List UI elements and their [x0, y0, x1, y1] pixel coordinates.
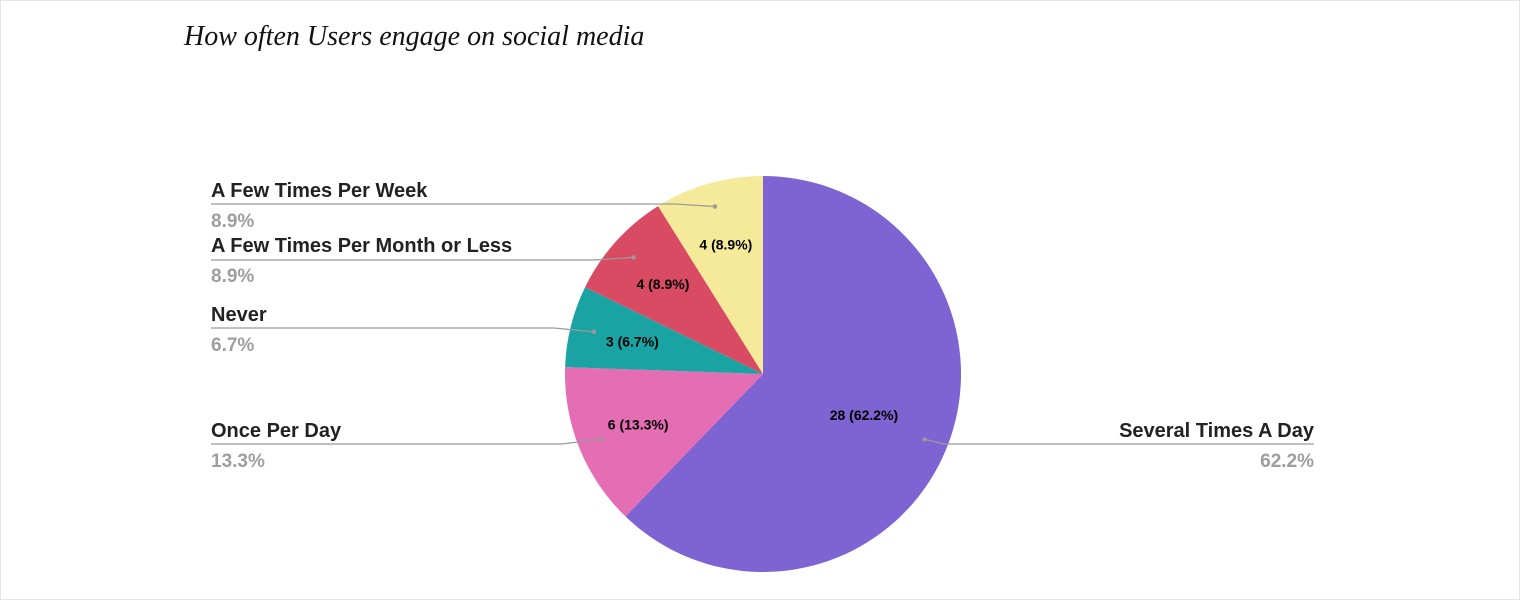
pie-slices: [564, 176, 962, 572]
slice-label-a-few-times-per-month-or-less: 4 (8.9%): [636, 276, 689, 292]
slice-label-once-per-day: 6 (13.3%): [608, 416, 669, 432]
pie-slice-a-few-times-per-month-or-less: [585, 206, 763, 374]
legend-percent-never: 6.7%: [211, 335, 254, 356]
legend-name-once-per-day: Once Per Day: [211, 420, 342, 442]
callout-line-never: [211, 327, 594, 333]
callout-dot-a-few-times-per-month-or-less: [631, 255, 636, 260]
legend-name-a-few-times-per-week: A Few Times Per Week: [211, 180, 428, 202]
legend-percent-a-few-times-per-month-or-less: 8.9%: [211, 266, 254, 287]
legend-name-several-times-a-day: Several Times A Day: [1119, 420, 1315, 442]
legend-percent-once-per-day: 13.3%: [211, 451, 265, 472]
legend-percent-a-few-times-per-week: 8.9%: [211, 211, 254, 232]
pie-slice-several-times-a-day: [625, 176, 962, 572]
callout-line-several-times-a-day: [924, 438, 1314, 445]
callout-dot-several-times-a-day: [922, 437, 927, 442]
pie-slice-a-few-times-per-week: [658, 176, 763, 374]
callout-line-a-few-times-per-week: [211, 203, 716, 208]
pie-slice-once-per-day: [564, 367, 763, 517]
legend-name-never: Never: [211, 304, 267, 326]
callout-dot-once-per-day: [599, 437, 604, 442]
callout-dot-never: [591, 329, 597, 335]
pie-slice-never: [565, 287, 763, 374]
slice-labels: 28 (62.2%) 6 (13.3%) 3 (6.7%) 4 (8.9%) 4 (8.…: [606, 237, 898, 433]
callout-line-once-per-day: [211, 438, 602, 445]
callout-legend: Several Times A Day 62.2% Once Per Day 13.3…: [211, 180, 1315, 472]
chart-title: How often Users engage on social media: [184, 21, 645, 52]
legend-name-a-few-times-per-month-or-less: A Few Times Per Month or Less: [211, 235, 512, 257]
slice-label-never: 3 (6.7%): [606, 333, 659, 349]
legend-percent-several-times-a-day: 62.2%: [1260, 451, 1314, 472]
slice-label-a-few-times-per-week: 4 (8.9%): [699, 237, 752, 253]
callout-dot-a-few-times-per-week: [712, 204, 718, 209]
callout-line-a-few-times-per-month-or-less: [211, 256, 634, 261]
slice-label-several-times-a-day: 28 (62.2%): [830, 407, 898, 423]
